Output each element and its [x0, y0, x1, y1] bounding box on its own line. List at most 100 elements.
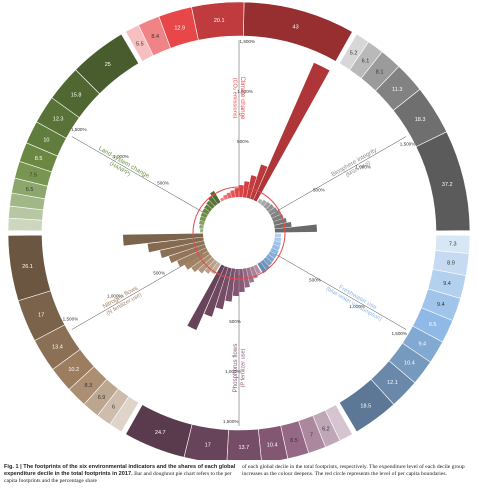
share-label: 37.2 — [442, 182, 453, 188]
figure-caption: Fig. 1 | The footprints of the six envir… — [4, 464, 474, 485]
radial-bar — [230, 190, 236, 198]
share-label: 8.4 — [151, 34, 159, 40]
boundary-circle — [192, 186, 286, 280]
radial-bar — [184, 251, 210, 270]
tick-label: 1,500% — [400, 141, 416, 146]
share-label: 20.1 — [214, 18, 225, 24]
radial-bars — [123, 62, 330, 331]
radial-bar — [263, 201, 271, 209]
doughnut-segment — [243, 1, 353, 62]
radial-bar — [253, 62, 330, 202]
share-label: 17 — [38, 313, 44, 319]
radial-bar — [263, 257, 273, 266]
radial-bar — [187, 264, 225, 331]
radial-bar — [271, 244, 280, 251]
share-label: 13.4 — [52, 344, 63, 350]
radial-bar — [260, 259, 270, 270]
share-label: 9.4 — [418, 341, 426, 347]
doughnut-segment — [415, 131, 471, 232]
indicator-label: Climate change — [239, 77, 246, 121]
share-label: 6.2 — [322, 427, 330, 433]
share-label: 6.1 — [362, 58, 370, 64]
share-label: 13.7 — [238, 445, 249, 451]
tick-label: 1,500% — [239, 39, 255, 44]
radial-bar — [239, 185, 244, 198]
doughnut-segment — [75, 33, 140, 95]
tick-label: 500% — [153, 271, 165, 276]
radial-bar — [265, 204, 275, 212]
radial-bar — [199, 216, 207, 222]
radial-bar — [177, 247, 208, 267]
share-label: 12.9 — [174, 25, 185, 31]
caption-text-right: of each global decile in the total footp… — [242, 464, 465, 477]
radial-guide-lines — [71, 40, 407, 426]
radial-bar — [147, 237, 204, 253]
indicator-unit-label: (CO₂ emissions) — [232, 78, 238, 119]
radial-bar — [168, 244, 207, 263]
tick-label: 1,000% — [355, 164, 371, 169]
tick-label: 1,000% — [225, 369, 241, 374]
caption-left: Fig. 1 | The footprints of the six envir… — [4, 464, 236, 485]
share-label: 5.2 — [350, 50, 358, 56]
radial-bar — [250, 164, 268, 200]
radial-bar — [246, 267, 255, 283]
radial-bar — [274, 237, 282, 242]
share-label: 7.3 — [449, 242, 457, 248]
share-label: 6.5 — [26, 187, 34, 193]
share-label: 43 — [293, 25, 299, 31]
indicator-label: Phosphorus flows — [232, 344, 239, 393]
share-label: 9.4 — [437, 302, 445, 308]
tick-label: 500% — [237, 139, 249, 144]
share-label: 17 — [205, 443, 211, 449]
share-label: 12.3 — [53, 117, 64, 123]
share-label: 8.5 — [35, 156, 43, 162]
radial-bar — [191, 254, 213, 273]
guide-line — [275, 253, 407, 330]
radial-chart: 5.5 8.4 12.9 20.1 43 500% 1,000% 1,500% Climate … — [7, 1, 471, 460]
share-label: 9.5 — [429, 322, 437, 328]
share-label: 24.7 — [155, 430, 166, 436]
radial-bar — [270, 210, 281, 219]
radial-bar — [260, 199, 267, 207]
tick-label: 1,500% — [223, 419, 239, 424]
share-label: 10.2 — [68, 367, 79, 373]
share-label: 5.5 — [136, 41, 144, 47]
radial-bar — [202, 208, 210, 215]
radial-bar — [246, 175, 257, 199]
radial-bar — [265, 254, 275, 263]
share-label: 25 — [105, 62, 111, 68]
share-label: 18.5 — [360, 403, 371, 409]
radial-bar — [268, 251, 277, 259]
radial-bar — [270, 247, 279, 255]
tick-label: 500% — [157, 181, 169, 186]
radial-bar — [253, 264, 261, 275]
share-label: 26.1 — [22, 264, 33, 270]
radial-bar — [274, 233, 281, 238]
share-label: 7 — [310, 432, 313, 438]
share-label: 10 — [43, 138, 49, 144]
doughnut-segment — [338, 378, 395, 433]
doughnut-ring — [7, 1, 471, 460]
guide-line — [275, 136, 407, 213]
radial-bar — [226, 192, 232, 199]
radial-bar — [210, 190, 221, 204]
tick-label: 500% — [309, 277, 321, 282]
share-label: 12.1 — [387, 380, 398, 386]
caption-text-left: Bar and doughnut pie chart refers to the… — [4, 471, 232, 484]
tick-label: 500% — [229, 319, 241, 324]
radial-bar — [239, 268, 245, 292]
radial-bar — [204, 204, 213, 212]
tick-label: 1,000% — [237, 89, 253, 94]
radial-bar — [257, 262, 267, 274]
share-label: 8.3 — [85, 383, 93, 389]
tick-label: 1,000% — [349, 304, 365, 309]
caption-right: of each global decile in the total footp… — [242, 464, 474, 485]
radial-bar — [198, 220, 205, 226]
radial-bar — [257, 198, 263, 204]
radial-bar — [271, 213, 284, 222]
radial-bar — [268, 207, 278, 215]
share-label: 6.9 — [98, 395, 106, 401]
radial-bar — [208, 196, 218, 207]
guide-line — [71, 136, 203, 213]
radial-bar — [204, 259, 218, 274]
